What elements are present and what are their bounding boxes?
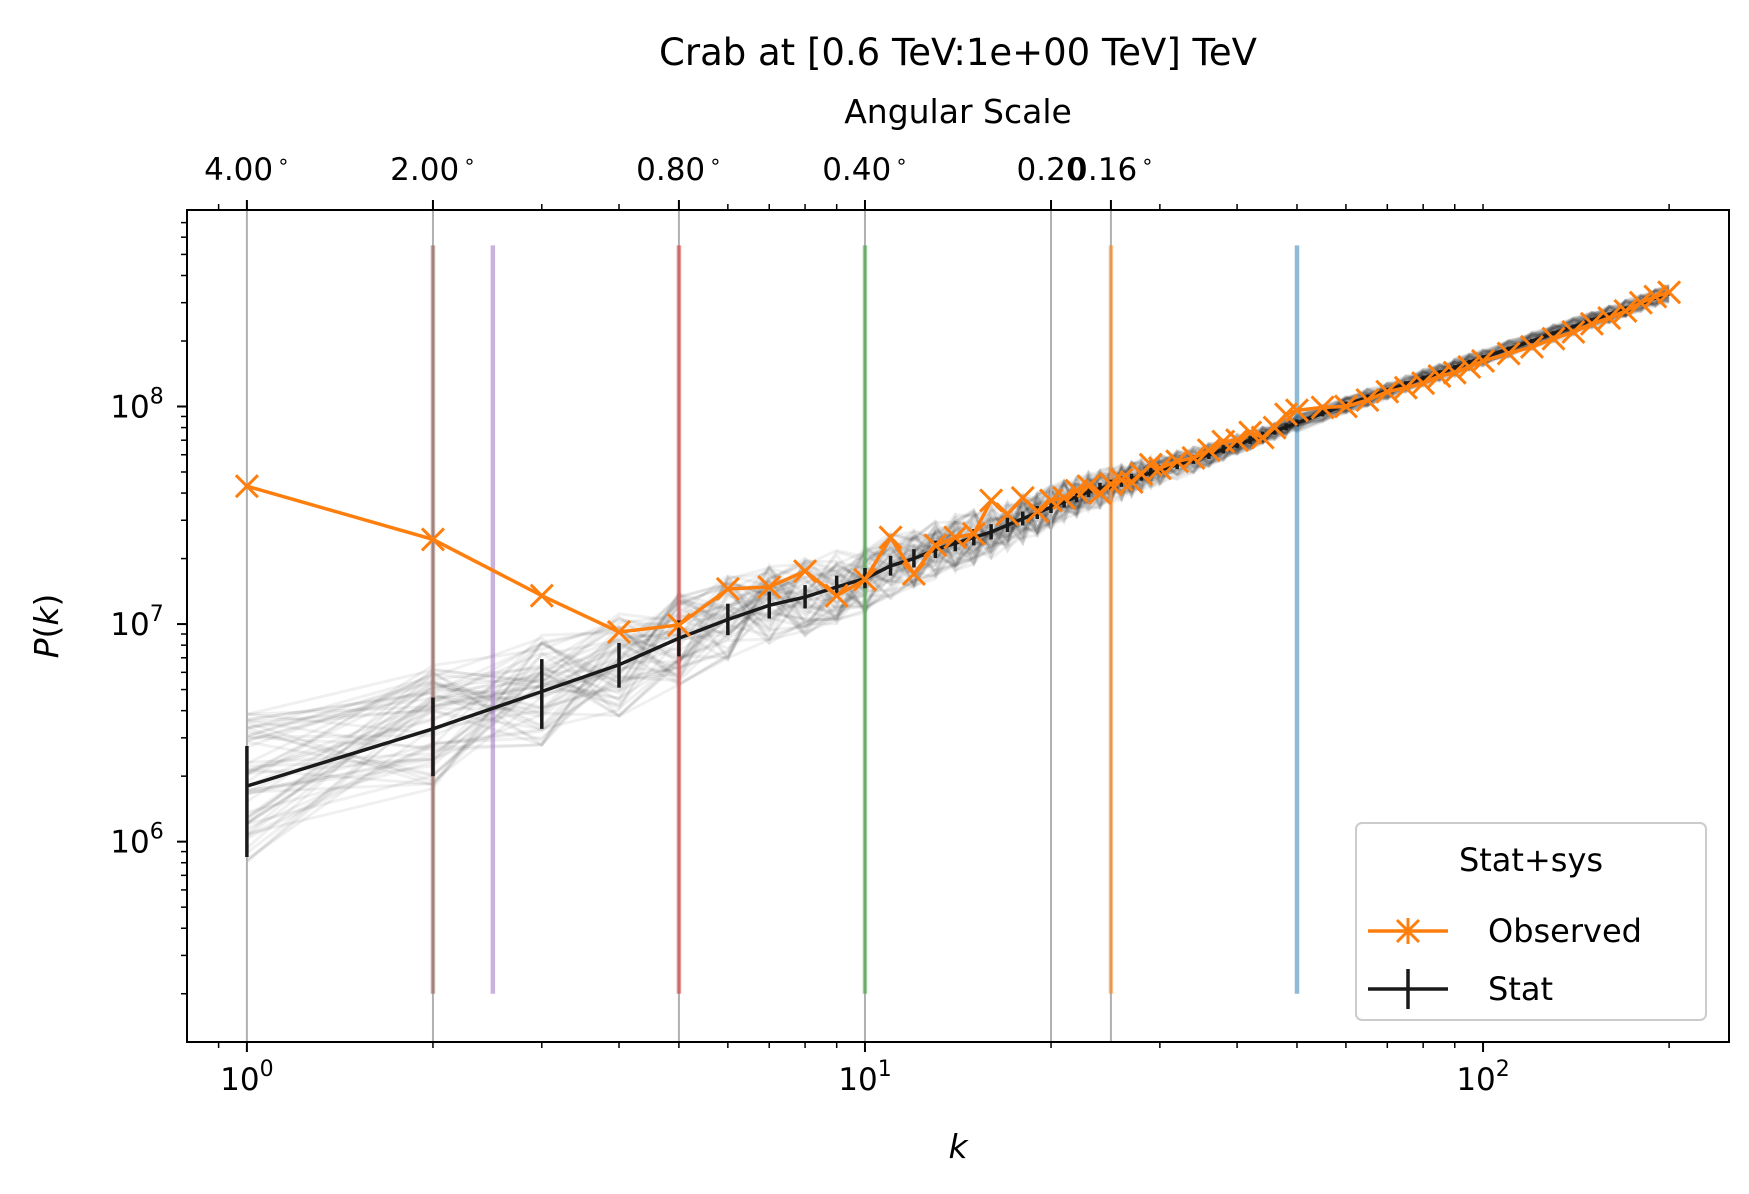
observed-point [1496,341,1521,366]
observed-point [1470,348,1496,373]
observed-point [757,574,782,600]
observed-point [1643,284,1668,309]
vertical-reference-lines [245,210,1300,1042]
y-tick-label: 107 [110,602,163,643]
legend-box [1355,822,1707,1021]
x-axis-label: k [948,1127,969,1166]
y-axis-label-text: P(k) [27,594,66,659]
observed-point [1411,371,1436,396]
top-tick-label: 4.00 ∘ [204,149,290,188]
legend-observed-label: Observed [1488,912,1642,950]
y-tick-label: 106 [110,820,163,861]
observed-point [1196,438,1221,463]
observed-point [715,576,740,602]
observed-point [1025,499,1050,524]
top-tick-label: 0.20 [1017,152,1086,188]
observed-point [420,527,446,552]
y-axis-label: P(k) [27,594,66,659]
observed-point [878,525,903,550]
top-tick-label: 0.80 ∘ [636,149,722,188]
top-tick-label: 0.16 ∘ [1068,149,1154,188]
observed-point [1147,456,1172,481]
observed-point [1561,319,1586,345]
y-tick-label: 108 [110,384,163,425]
observed-point [1519,334,1545,359]
observed-point [1052,485,1077,510]
observed-point [901,561,926,586]
observed-point [943,525,968,550]
observed-point [1310,395,1335,420]
observed-point [1442,360,1467,385]
observed-point [961,521,986,546]
observed-point [1628,290,1653,315]
observed-point [1579,311,1604,336]
observed-point [1541,326,1566,351]
observed-point [824,583,849,608]
x-tick-label: 101 [838,1057,891,1098]
legend-stat-label: Stat [1488,970,1553,1008]
top-tick-label: 0.40 ∘ [822,149,908,188]
observed-line [246,290,1670,634]
top-axis-label: Angular Scale [844,92,1072,131]
observed-point [1355,388,1380,413]
realization-line [246,290,1670,796]
observed-point [923,533,948,558]
realization-line [246,285,1670,774]
realization-line [246,288,1670,749]
observed-point [1225,428,1250,453]
axis-ticks: 100 101 102 106 107 108 4.00 ∘ 2.00 ∘ 0.80 ∘ 0.40 ∘ 0.… [110,149,1670,1098]
realization-line [246,299,1670,788]
observed-point [1076,474,1101,499]
legend: Stat+sys Observed Stat [1355,822,1707,1021]
realization-line [246,296,1670,729]
x-tick-label: 102 [1456,1057,1509,1098]
series-observed [234,280,1682,645]
observed-point [1109,467,1134,492]
legend-title: Stat+sys [1459,841,1603,879]
observed-point [1657,280,1682,305]
top-tick-label: 2.00 ∘ [390,149,476,188]
observed-point [1375,379,1400,404]
observed-point [1238,420,1263,445]
axes-frame [186,209,1730,1043]
observed-point [234,474,259,499]
observed-point [1333,394,1358,419]
observed-point [1613,298,1638,323]
observed-point [606,619,632,645]
observed-point [1284,398,1310,423]
observed-point [1457,354,1482,379]
observed-point [666,612,691,638]
observed-point [1427,363,1452,389]
observed-point [852,567,878,592]
observed-point [1181,445,1206,471]
observed-point [793,559,818,584]
observed-point [1597,305,1622,331]
chart-title: Crab at [0.6 TeV:1e+00 TeV] TeV [659,31,1257,74]
legend-observed-marker [1395,918,1421,944]
observed-point [979,488,1004,513]
observed-point [529,583,554,608]
x-tick-label: 100 [220,1057,273,1098]
